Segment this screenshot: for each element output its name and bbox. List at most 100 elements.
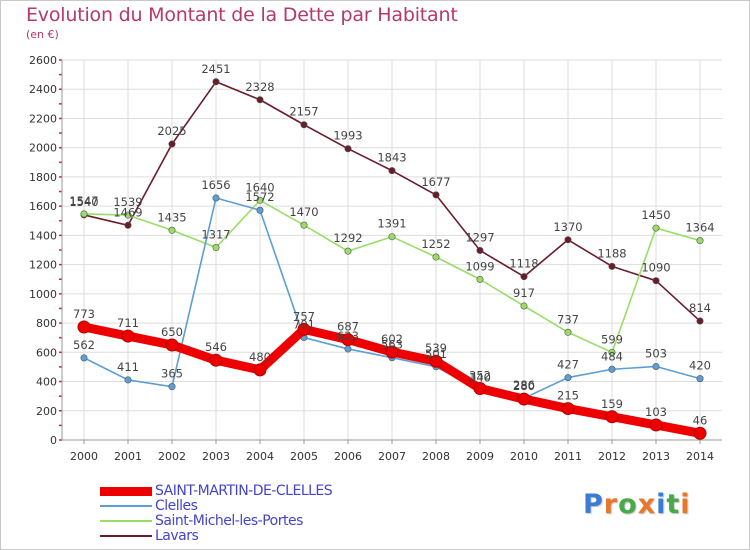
data-point — [256, 196, 264, 204]
data-label: 1370 — [553, 220, 582, 234]
data-point — [696, 317, 704, 325]
y-tick-label: 1400 — [29, 229, 57, 242]
data-label: 286 — [513, 378, 535, 392]
data-point — [212, 194, 220, 202]
data-label: 1391 — [377, 217, 406, 231]
x-tick-label: 2003 — [202, 450, 230, 463]
proxiti-logo: Proxiti — [583, 489, 691, 520]
data-label: 773 — [73, 307, 95, 321]
data-label: 623 — [337, 329, 359, 343]
y-tick-label: 2200 — [29, 112, 57, 125]
legend-swatch — [100, 535, 152, 537]
x-tick-label: 2001 — [114, 450, 142, 463]
data-point — [124, 221, 132, 229]
data-point — [608, 365, 616, 373]
x-tick-label: 2000 — [70, 450, 98, 463]
data-label: 701 — [293, 318, 315, 332]
data-point — [696, 237, 704, 245]
data-label: 757 — [293, 309, 315, 323]
data-point — [520, 302, 528, 310]
data-point — [429, 354, 443, 368]
x-tick-label: 2004 — [246, 450, 274, 463]
data-point — [168, 383, 176, 391]
x-tick-label: 2011 — [554, 450, 582, 463]
data-label: 1640 — [245, 180, 274, 194]
data-label: 1450 — [641, 208, 670, 222]
data-point — [168, 226, 176, 234]
legend: SAINT-MARTIN-DE-CLELLES Clelles Saint-Mi… — [100, 484, 430, 544]
legend-swatch — [100, 486, 152, 496]
logo-letter: i — [656, 489, 667, 520]
data-label: 1118 — [509, 257, 538, 271]
data-label: 1470 — [289, 205, 318, 219]
data-label: 562 — [73, 338, 95, 352]
data-point — [168, 140, 176, 148]
y-tick-label: 1800 — [29, 171, 57, 184]
y-tick-label: 2600 — [29, 54, 57, 67]
data-label: 1099 — [465, 259, 494, 273]
line-chart: 0 200 400 600 800 1000 1200 1400 1600 1800 2000 220… — [29, 54, 722, 463]
data-label: 1572 — [245, 190, 274, 204]
data-label: 411 — [117, 360, 139, 374]
logo-letter: x — [637, 489, 657, 520]
data-label: 563 — [381, 338, 403, 352]
data-point — [388, 233, 396, 241]
data-point — [344, 145, 352, 153]
data-point — [517, 392, 531, 406]
data-label: 814 — [689, 301, 711, 315]
data-point — [561, 402, 575, 416]
data-point — [300, 121, 308, 129]
data-point — [165, 338, 179, 352]
legend-item: SAINT-MARTIN-DE-CLELLES — [100, 484, 430, 499]
data-label: 687 — [337, 320, 359, 334]
data-point — [649, 418, 663, 432]
data-label: 501 — [425, 347, 447, 361]
data-label: 420 — [689, 359, 711, 373]
data-label: 711 — [117, 316, 139, 330]
data-point — [256, 96, 264, 104]
data-label: 1188 — [597, 246, 626, 260]
data-point — [564, 236, 572, 244]
legend-item: Saint-Michel-les-Portes — [100, 514, 430, 529]
chart-subtitle: (en €) — [26, 28, 59, 41]
data-label: 480 — [249, 350, 271, 364]
data-label: 2025 — [157, 124, 186, 138]
data-label: 2451 — [201, 62, 230, 76]
data-point — [77, 320, 91, 334]
legend-swatch — [100, 505, 152, 507]
legend-label: Clelles — [155, 498, 198, 514]
logo-letter: P — [583, 489, 604, 520]
data-point — [256, 206, 264, 214]
data-label: 1469 — [113, 205, 142, 219]
data-label: 280 — [513, 379, 535, 393]
logo-letter: t — [666, 489, 681, 520]
data-label: 1677 — [421, 175, 450, 189]
x-tick-label: 2009 — [466, 450, 494, 463]
x-tick-label: 2008 — [422, 450, 450, 463]
data-label: 1539 — [113, 195, 142, 209]
y-tick-label: 1600 — [29, 200, 57, 213]
data-point — [300, 221, 308, 229]
y-tick-label: 0 — [50, 434, 57, 447]
legend-swatch — [100, 520, 152, 522]
data-label: 340 — [469, 370, 491, 384]
data-point — [212, 78, 220, 86]
x-tick-label: 2006 — [334, 450, 362, 463]
data-label: 1547 — [69, 194, 98, 208]
data-point — [385, 345, 399, 359]
data-label: 917 — [513, 286, 535, 300]
data-label: 1292 — [333, 231, 362, 245]
x-tick-label: 2005 — [290, 450, 318, 463]
legend-item: Clelles — [100, 499, 430, 514]
data-point — [473, 382, 487, 396]
legend-label: Saint-Michel-les-Portes — [155, 513, 303, 529]
data-point — [564, 328, 572, 336]
data-label: 503 — [645, 346, 667, 360]
chart-title: Evolution du Montant de la Dette par Hab… — [26, 4, 458, 26]
data-point — [388, 167, 396, 175]
data-label: 1317 — [201, 228, 230, 242]
y-tick-label: 800 — [36, 317, 57, 330]
data-label: 650 — [161, 325, 183, 339]
data-point — [297, 322, 311, 336]
data-point — [344, 247, 352, 255]
